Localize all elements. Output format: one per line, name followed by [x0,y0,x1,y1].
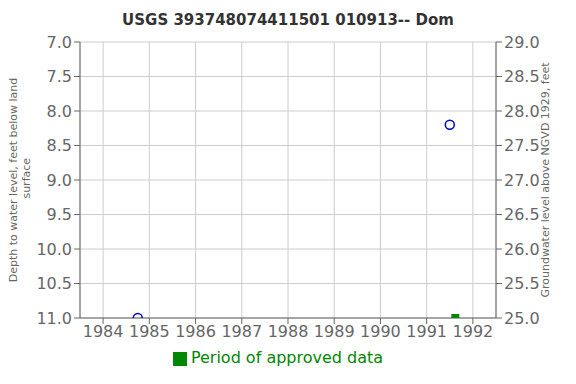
svg-text:1992: 1992 [453,322,494,341]
svg-text:1987: 1987 [221,322,262,341]
svg-text:1984: 1984 [83,322,124,341]
html-text:Period of approved data: Period of approved data [190,348,384,367]
svg-text:26.5: 26.5 [504,205,540,224]
svg-text:26.0: 26.0 [504,240,540,259]
svg-text:29.0: 29.0 [504,33,540,52]
svg-text:1990: 1990 [360,322,401,341]
svg-text:9.5: 9.5 [47,205,72,224]
svg-text:Groundwater level above NGVD 1: Groundwater level above NGVD 1929, feet [539,62,552,298]
svg-text:27.0: 27.0 [504,171,540,190]
svg-text:1988: 1988 [268,322,309,341]
svg-text:25.5: 25.5 [504,274,540,293]
svg-text:10.0: 10.0 [36,240,72,259]
html-text:USGS 393748074411501 010913--: USGS 393748074411501 010913-- Dom [122,11,454,29]
svg-text:7.0: 7.0 [47,33,72,52]
svg-text:28.5: 28.5 [504,67,540,86]
svg-text:11.0: 11.0 [36,309,72,328]
svg-text:1991: 1991 [406,322,447,341]
svg-text:1985: 1985 [129,322,170,341]
svg-text:25.0: 25.0 [504,309,540,328]
svg-text:7.5: 7.5 [47,67,72,86]
svg-text:10.5: 10.5 [36,274,72,293]
svg-text:1986: 1986 [175,322,216,341]
svg-text:28.0: 28.0 [504,102,540,121]
svg-text:8.5: 8.5 [47,136,72,155]
svg-text:27.5: 27.5 [504,136,540,155]
svg-text:8.0: 8.0 [47,102,72,121]
svg-text:Depth to water level, feet bel: Depth to water level, feet below land su… [8,78,33,283]
svg-text:1989: 1989 [314,322,355,341]
svg-text:9.0: 9.0 [47,171,72,190]
